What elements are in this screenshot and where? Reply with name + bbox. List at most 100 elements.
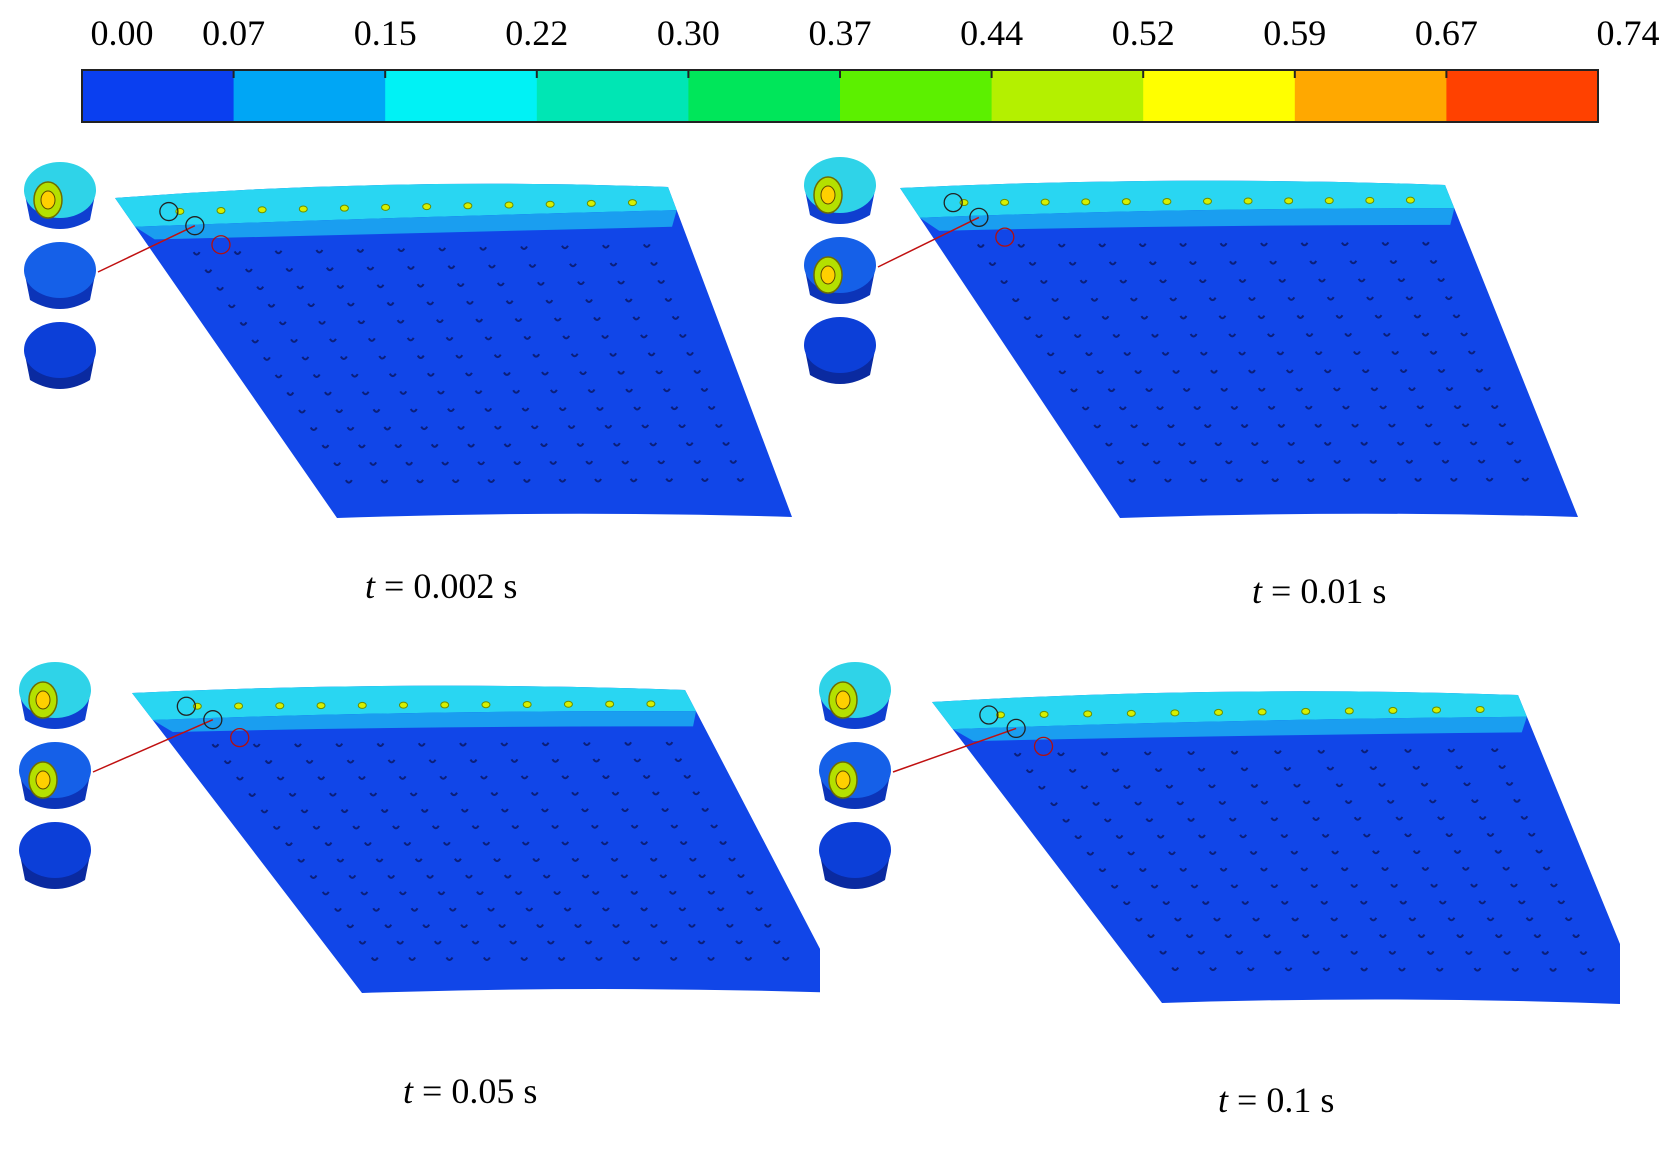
plate-hole xyxy=(707,405,716,410)
plate-hole xyxy=(1360,749,1369,754)
plate-hole xyxy=(1257,315,1266,320)
plate-hole xyxy=(380,479,389,484)
panel-t-001: t = 0.01 s xyxy=(790,150,1610,670)
plate-hole xyxy=(617,280,625,285)
plate-hole xyxy=(420,426,429,431)
plate-hole xyxy=(360,891,369,896)
plate-hole xyxy=(431,825,440,830)
plate-hole xyxy=(274,250,283,255)
plate-hole xyxy=(430,443,439,448)
plate-hole xyxy=(1513,798,1521,803)
plate-hole xyxy=(1494,849,1503,854)
time-caption: t = 0.002 s xyxy=(365,565,517,607)
plate-hole xyxy=(701,807,710,812)
plate-hole xyxy=(1039,279,1048,284)
plate-hole xyxy=(487,478,496,483)
plate-hole xyxy=(1270,817,1279,822)
plate-hole xyxy=(1490,404,1499,409)
surface-bump xyxy=(257,206,267,214)
plate-hole xyxy=(1550,883,1558,888)
plate-hole xyxy=(1165,784,1174,789)
plate-hole xyxy=(422,924,431,929)
plate-hole xyxy=(1542,866,1551,871)
cylinder-top xyxy=(19,822,91,878)
plate-hole xyxy=(1557,900,1566,905)
plate-hole xyxy=(397,248,406,253)
plate-hole xyxy=(1455,765,1464,770)
plate-hole xyxy=(1470,799,1479,804)
plate-hole xyxy=(387,759,396,764)
plate-hole xyxy=(1098,868,1107,873)
plate-hole xyxy=(1503,950,1511,955)
plate-hole xyxy=(475,318,484,323)
plate-hole xyxy=(1549,967,1557,972)
plate-hole xyxy=(1156,834,1165,839)
plate-hole xyxy=(641,424,650,429)
plate-hole xyxy=(624,741,632,746)
surface-bump xyxy=(1170,709,1180,717)
plate-hole xyxy=(369,461,378,466)
plate-hole xyxy=(426,874,434,879)
plate-hole xyxy=(707,890,716,895)
plate-hole xyxy=(591,890,600,895)
plate-hole xyxy=(1199,478,1208,483)
plate-hole xyxy=(1322,967,1331,972)
plate-hole xyxy=(1096,370,1105,375)
plate-hole xyxy=(551,824,559,829)
plate-hole xyxy=(1341,242,1349,247)
plate-hole xyxy=(577,281,585,286)
plate-hole xyxy=(1390,883,1399,888)
plate-hole xyxy=(685,442,694,447)
plate-hole xyxy=(1395,816,1404,821)
plate-hole xyxy=(520,775,529,780)
plate-hole xyxy=(1452,314,1461,319)
plate-hole xyxy=(1138,867,1147,872)
plate-hole xyxy=(1271,478,1280,483)
plate-hole xyxy=(1209,967,1217,972)
plate-hole xyxy=(392,825,400,830)
surface-bump xyxy=(1121,198,1131,206)
plate-hole xyxy=(286,391,295,396)
plate-hole xyxy=(1079,279,1088,284)
high-value-band xyxy=(900,180,1455,218)
plate-hole xyxy=(604,424,613,429)
plate-hole xyxy=(1305,332,1314,338)
plate-hole xyxy=(581,808,589,813)
plate-hole xyxy=(1470,883,1478,888)
plate-hole xyxy=(409,408,418,413)
plate-hole xyxy=(233,250,242,255)
plate-hole xyxy=(407,265,415,270)
plate-hole xyxy=(298,409,306,414)
plate-hole xyxy=(321,444,330,449)
surface-bump xyxy=(298,205,308,213)
hot-spot-core xyxy=(820,265,836,285)
plate-hole xyxy=(1417,934,1426,939)
plate-hole xyxy=(1541,950,1550,955)
plate-hole xyxy=(439,775,448,780)
plate-hole xyxy=(513,461,522,466)
plate-hole xyxy=(326,267,334,272)
plate-hole xyxy=(294,743,302,748)
plate-hole xyxy=(1156,406,1164,411)
plate-hole xyxy=(399,390,408,395)
plate-hole xyxy=(309,426,318,432)
plate-hole xyxy=(1307,478,1315,483)
plate-hole xyxy=(1285,369,1294,374)
plate-hole xyxy=(1312,816,1320,822)
surface-bump xyxy=(646,700,656,708)
inset-cylinder xyxy=(804,237,876,304)
plate-hole xyxy=(1520,815,1529,820)
plate-hole xyxy=(632,956,641,961)
mid-value-band xyxy=(152,711,697,732)
time-value: = 0.01 s xyxy=(1271,571,1387,611)
plate-hole xyxy=(380,808,389,813)
plate-hole xyxy=(1228,817,1237,822)
plate-hole xyxy=(245,268,253,273)
plate-hole xyxy=(290,338,298,343)
plate-hole xyxy=(1277,423,1286,428)
plate-hole xyxy=(1300,867,1309,872)
plate-hole xyxy=(744,956,753,961)
plate-hole xyxy=(630,890,639,895)
plate-hole xyxy=(192,251,201,256)
plate-hole xyxy=(1444,296,1453,301)
